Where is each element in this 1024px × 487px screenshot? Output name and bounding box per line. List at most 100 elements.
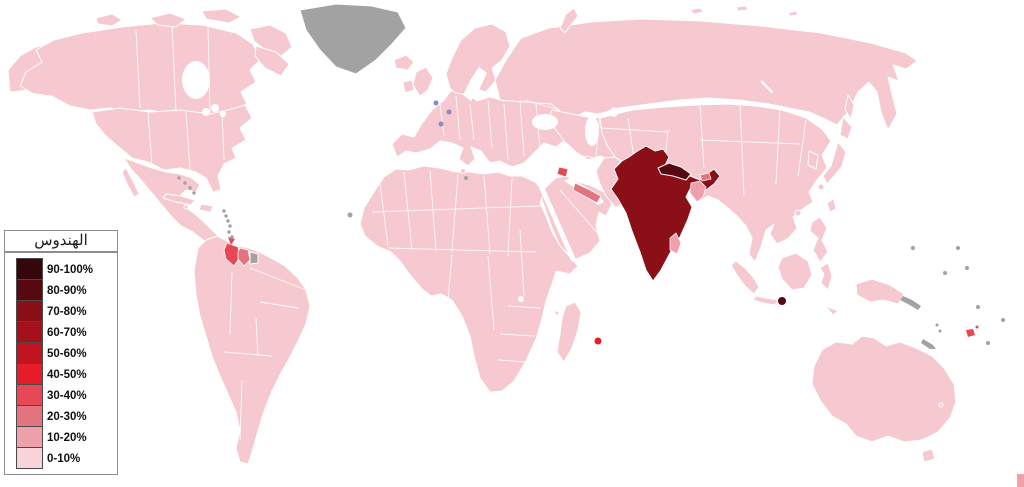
island-new-caledonia: [921, 339, 936, 349]
island-dot: [226, 219, 230, 223]
microstate-dots: [433, 100, 452, 127]
legend-item: 0-10%: [16, 447, 115, 469]
island-iceland: [393, 54, 415, 71]
island-taiwan: [826, 198, 837, 213]
island-sulawesi: [819, 262, 833, 291]
country-borders: [135, 25, 807, 441]
microstate-dot: [446, 109, 452, 115]
landmass-australia: [811, 335, 957, 443]
legend-item: 40-50%: [16, 363, 115, 385]
island-hispaniola: [198, 203, 214, 213]
island-dot: [224, 214, 228, 218]
arctic-island: [149, 12, 187, 28]
arctic-island: [201, 8, 242, 24]
legend-swatch: [16, 363, 43, 385]
legend-label: 60-70%: [47, 326, 87, 339]
highlighted-countries: [223, 145, 979, 345]
legend-swatch: [16, 447, 43, 469]
island-dot-pacific: [956, 246, 960, 250]
island-tasmania: [921, 448, 936, 463]
legend-swatch: [16, 426, 43, 448]
island-novaya-zemlya: [559, 7, 579, 34]
island-great-britain: [412, 66, 434, 97]
island-dot: [183, 181, 187, 185]
island-comoros: [554, 310, 560, 316]
arctic-speck: [787, 10, 799, 17]
island-jamaica: [183, 204, 189, 210]
legend-label: 90-100%: [47, 263, 94, 276]
legend-item: 60-70%: [16, 321, 115, 343]
caspian-sea: [585, 116, 599, 146]
microstate-dot: [433, 100, 439, 106]
legend-item: 50-60%: [16, 342, 115, 364]
island-dot-cape-verde: [347, 212, 353, 218]
country-kuwait: [556, 166, 569, 178]
great-lake: [202, 108, 210, 116]
island-dot-malta: [464, 176, 468, 180]
arctic-island-baffin: [254, 45, 290, 77]
legend-swatch: [16, 384, 43, 406]
map-legend: الهندوس 90-100% 80-90% 70-80% 60-70% 50-…: [4, 230, 118, 475]
default-landmasses: [7, 5, 957, 465]
hudson-bay: [182, 61, 210, 99]
landmass-south-america: [193, 235, 311, 465]
island-cuba: [162, 193, 196, 206]
island-kyushu: [817, 183, 825, 191]
aral-sea: [610, 107, 618, 117]
legend-swatch: [16, 258, 43, 280]
landmass-usa: [91, 104, 253, 193]
lake-baikal: [760, 80, 774, 94]
island-dot: [192, 191, 196, 195]
country-sri-lanka: [669, 232, 682, 255]
legend-label: 50-60%: [47, 347, 87, 360]
legend-swatch: [16, 321, 43, 343]
island-dot: [177, 176, 181, 180]
legend-item: 30-40%: [16, 384, 115, 406]
legend-body: 90-100% 80-90% 70-80% 60-70% 50-60% 40-5…: [4, 252, 118, 475]
island-dot-pacific: [943, 271, 947, 275]
legend-label: 30-40%: [47, 389, 87, 402]
island-ireland: [402, 79, 415, 94]
corner-artifact: [1017, 474, 1024, 487]
island-sumatra: [730, 260, 760, 295]
country-fiji: [966, 329, 975, 337]
island-dot-pacific: [976, 305, 980, 309]
country-fiji-islet: [975, 325, 979, 329]
legend-label: 20-30%: [47, 410, 87, 423]
microstate-dot: [438, 121, 444, 127]
island-java: [752, 295, 779, 306]
no-data-island-dots: [177, 176, 1005, 349]
arctic-speck: [735, 5, 749, 12]
legend-item: 80-90%: [16, 279, 115, 301]
island-new-guinea: [855, 278, 905, 305]
island-dot: [230, 235, 234, 239]
legend-item: 10-20%: [16, 426, 115, 448]
island-dot-vanuatu: [938, 329, 942, 333]
legend-swatch: [16, 300, 43, 322]
island-dot-pacific: [986, 341, 990, 345]
island-sakhalin: [844, 94, 855, 120]
island-dot-vanuatu: [935, 323, 939, 327]
landmass-korea: [807, 150, 819, 170]
country-suriname: [237, 247, 251, 267]
legend-item: 70-80%: [16, 300, 115, 322]
baltic-sea: [463, 67, 487, 101]
no-data-regions: [249, 3, 407, 265]
island-hainan: [794, 209, 802, 217]
lake-victoria: [518, 296, 524, 302]
country-greenland: [299, 3, 407, 75]
island-borneo: [777, 252, 813, 291]
country-trinidad: [228, 237, 235, 245]
legend-item: 20-30%: [16, 405, 115, 427]
island-chain-solomons: [900, 296, 921, 310]
country-bali: [778, 297, 786, 305]
country-bhutan: [699, 172, 712, 182]
legend-label: 10-20%: [47, 431, 87, 444]
legend-label: 40-50%: [47, 368, 87, 381]
island-dot-pacific: [911, 246, 915, 250]
country-guyana: [223, 242, 241, 267]
country-mauritius: [594, 337, 602, 345]
island-dot: [228, 224, 232, 228]
